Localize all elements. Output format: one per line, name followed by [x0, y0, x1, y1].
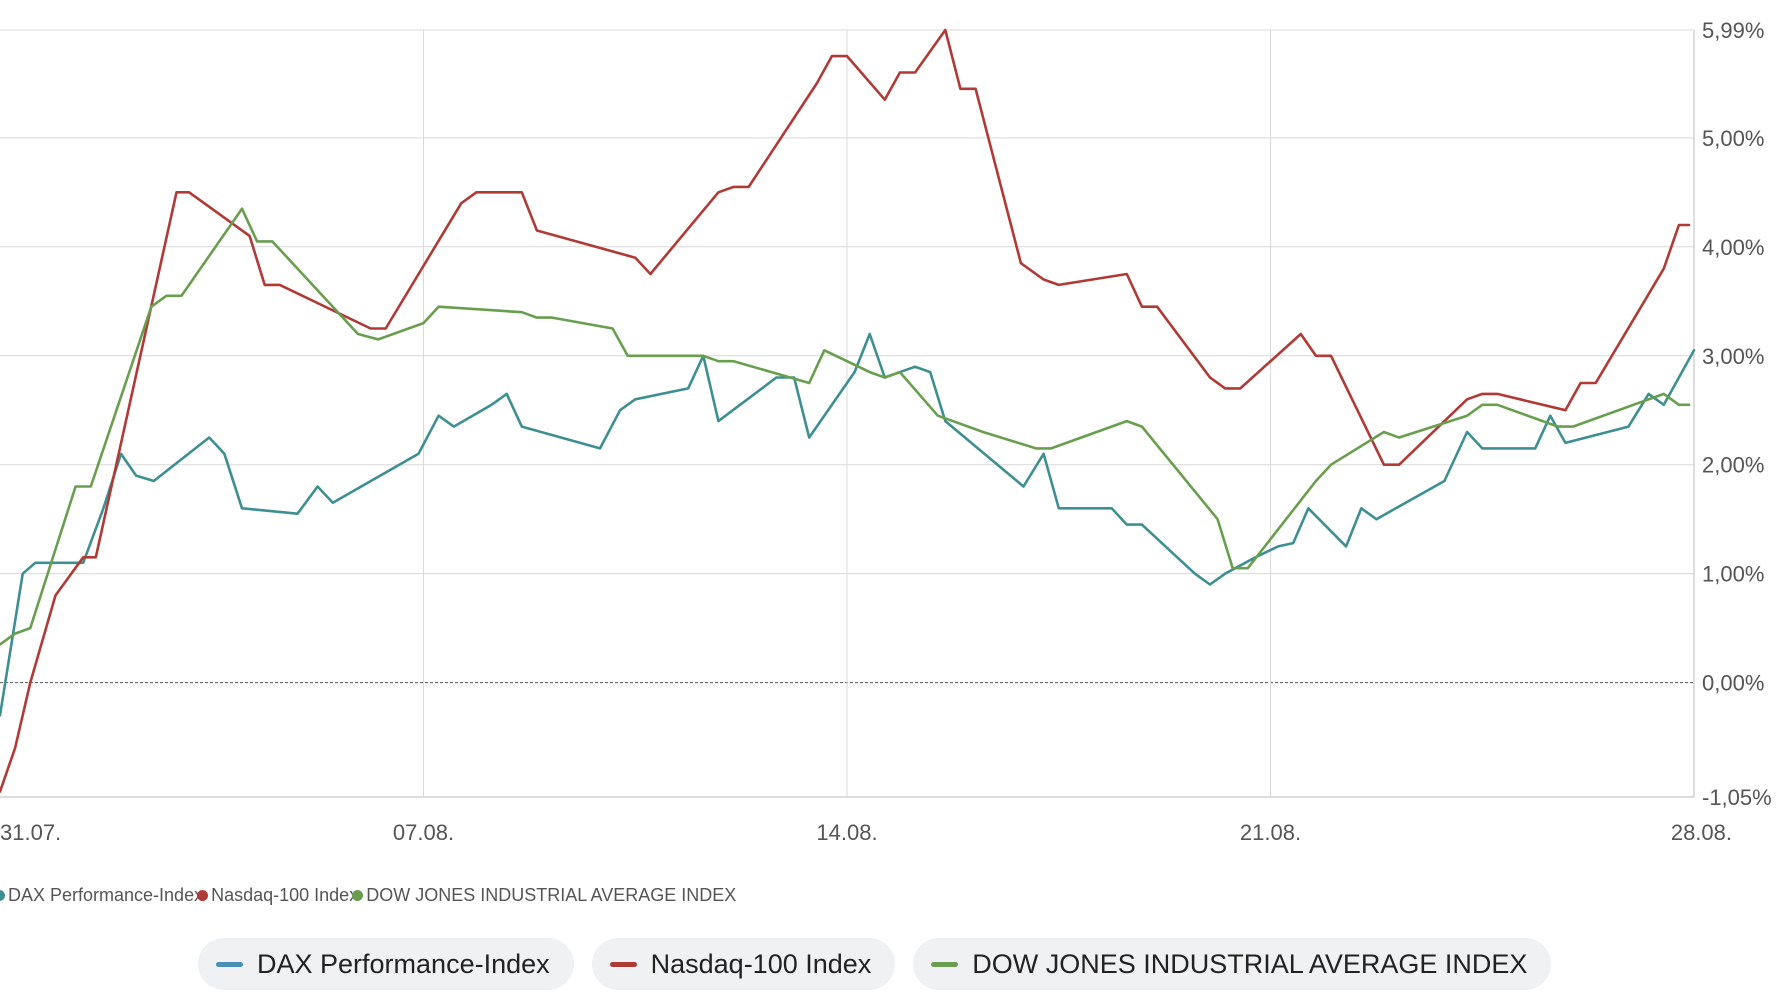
series-line-0 — [0, 332, 1696, 717]
x-tick-label: 07.08. — [393, 820, 454, 845]
x-tick-label: 31.07. — [0, 820, 61, 845]
legend-label: DOW JONES INDUSTRIAL AVERAGE INDEX — [366, 884, 737, 905]
x-tick-label: 14.08. — [816, 820, 877, 845]
series-toggle-label: DOW JONES INDUSTRIAL AVERAGE INDEX — [972, 948, 1528, 979]
series-toggle-label: DAX Performance-Index — [257, 948, 550, 979]
legend-item-1: Nasdaq-100 Index — [197, 885, 358, 906]
x-tick-label: 28.08. — [1671, 820, 1732, 845]
line-chart: -1,05% 0,00% 1,00% 2,00% 3,00% 4,00% 5,00% 5,99… — [0, 18, 1772, 845]
legend-item-0: DAX Performance-Index — [0, 885, 203, 906]
legend-dot-icon — [197, 889, 209, 901]
y-tick-label: 0,00% — [1702, 671, 1764, 696]
series-toggle-2[interactable]: DOW JONES INDUSTRIAL AVERAGE INDEX — [913, 938, 1552, 990]
y-axis: -1,05% 0,00% 1,00% 2,00% 3,00% 4,00% 5,00% 5,99… — [1702, 18, 1772, 810]
y-tick-label: 3,00% — [1702, 344, 1764, 369]
legend-dot-icon — [352, 889, 364, 901]
line-swatch-icon — [931, 961, 959, 967]
series-toggle-bar: DAX Performance-Index Nasdaq-100 Index DOW… — [198, 938, 1569, 990]
legend-label: DAX Performance-Index — [8, 884, 204, 905]
line-swatch-icon — [609, 961, 637, 967]
series-toggle-1[interactable]: Nasdaq-100 Index — [591, 938, 896, 990]
y-tick-label: 5,99% — [1702, 18, 1764, 43]
series-line-1 — [0, 28, 1691, 793]
series-legend: DAX Performance-Index Nasdaq-100 Index DOW… — [0, 880, 736, 910]
y-tick-label: 1,00% — [1702, 562, 1764, 587]
y-tick-label: -1,05% — [1702, 785, 1772, 810]
x-axis: 31.07. 07.08. 14.08. 21.08. 28.08. — [0, 820, 1732, 845]
y-tick-label: 5,00% — [1702, 126, 1764, 151]
series-layer — [0, 28, 1696, 793]
grid-lines — [0, 29, 1695, 798]
series-toggle-label: Nasdaq-100 Index — [650, 948, 872, 979]
legend-label: Nasdaq-100 Index — [211, 884, 359, 905]
x-tick-label: 21.08. — [1240, 820, 1301, 845]
series-line-2 — [0, 207, 1691, 646]
y-tick-label: 2,00% — [1702, 453, 1764, 478]
series-toggle-0[interactable]: DAX Performance-Index — [198, 938, 574, 990]
legend-item-2: DOW JONES INDUSTRIAL AVERAGE INDEX — [352, 885, 736, 906]
line-swatch-icon — [216, 961, 243, 967]
y-tick-label: 4,00% — [1702, 235, 1764, 260]
legend-dot-icon — [0, 889, 5, 901]
